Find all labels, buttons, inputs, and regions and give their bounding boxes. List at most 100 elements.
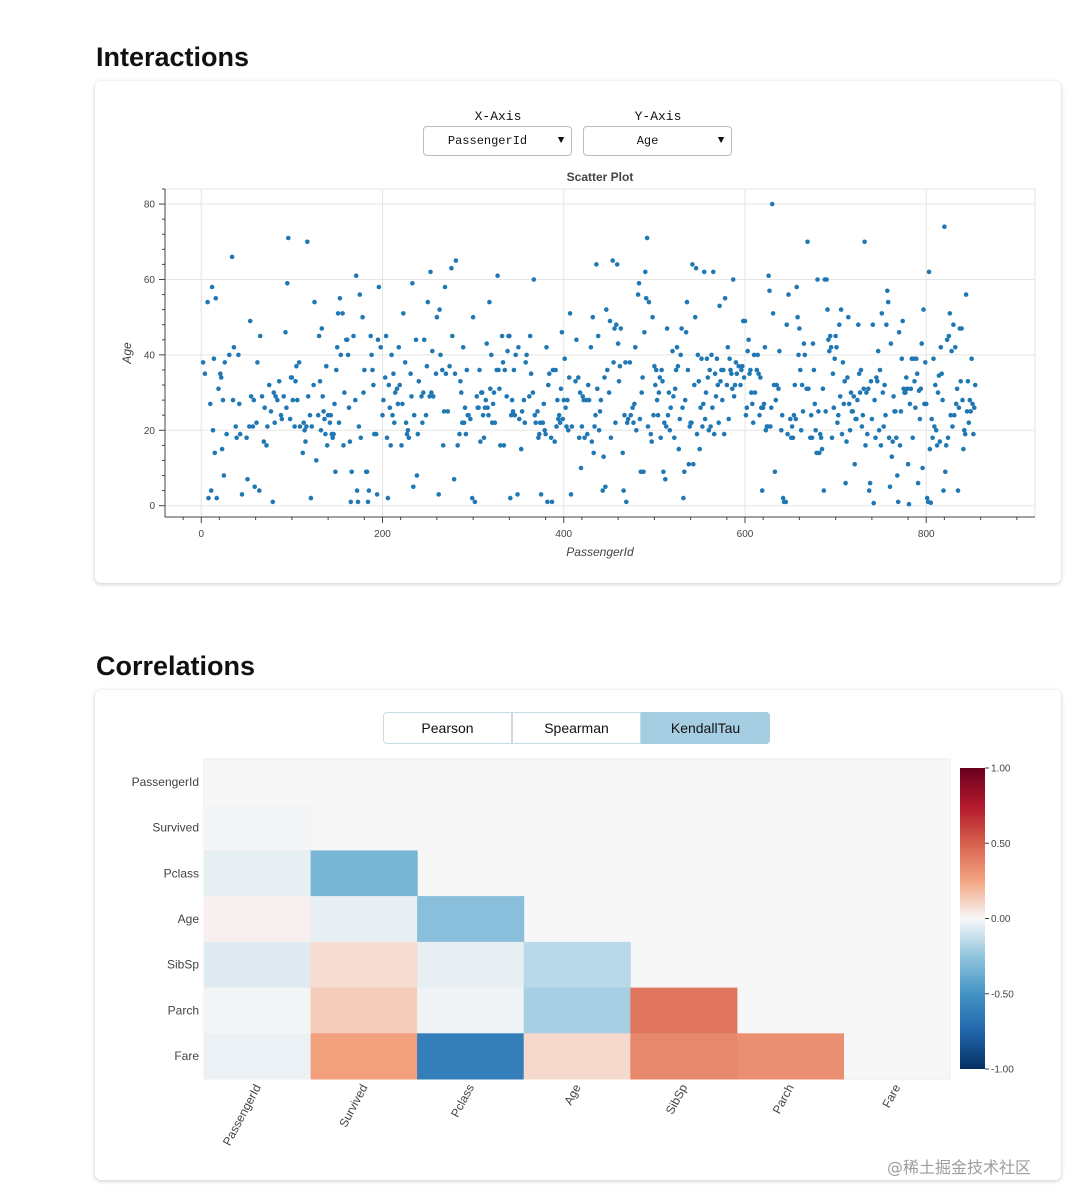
scatter-point <box>868 379 874 384</box>
scatter-point <box>837 394 843 399</box>
scatter-point <box>541 401 547 407</box>
scatter-point <box>289 375 295 380</box>
scatter-plot[interactable]: 0 200 400 600 800 0 20 40 60 80 Scatter Plot Pass… <box>95 81 1061 583</box>
scatter-point <box>960 397 965 403</box>
scatter-point <box>815 277 820 282</box>
scatter-point <box>773 397 779 403</box>
scatter-point <box>561 397 567 403</box>
scatter-point <box>527 394 532 399</box>
scatter-point <box>895 473 900 478</box>
scatter-point <box>732 382 738 388</box>
scatter-point <box>470 314 476 320</box>
scatter-point <box>740 363 745 369</box>
heatmap-cell <box>204 850 312 897</box>
scatter-point <box>501 443 507 448</box>
scatter-point <box>284 405 289 411</box>
scatter-point <box>819 446 825 452</box>
scatter-point <box>817 450 822 456</box>
scatter-point <box>702 416 708 422</box>
scatter-point <box>785 431 790 437</box>
scatter-point <box>722 296 728 301</box>
scatter-point <box>281 394 286 399</box>
scatter-point <box>927 446 933 452</box>
scatter-point <box>693 265 699 271</box>
scatter-point <box>400 401 405 407</box>
scatter-point <box>854 416 859 422</box>
colorbar-tick-label: -1.00 <box>991 1065 1014 1076</box>
heatmap-row-label: SibSp <box>167 958 199 972</box>
heatmap-column-label: Fare <box>879 1082 903 1111</box>
scatter-point <box>767 288 772 294</box>
scatter-point <box>885 299 891 305</box>
scatter-point <box>205 299 210 305</box>
tab-kendalltau[interactable]: KendallTau <box>641 712 770 744</box>
scatter-point <box>206 495 211 501</box>
tab-spearman[interactable]: Spearman <box>512 712 641 744</box>
scatter-point <box>595 386 600 392</box>
scatter-point <box>692 314 698 320</box>
scatter-point <box>382 375 388 380</box>
scatter-point <box>458 379 463 384</box>
scatter-point <box>924 495 930 501</box>
scatter-point <box>653 382 658 388</box>
scatter-point <box>540 420 546 426</box>
scatter-point <box>832 356 837 362</box>
x-axis-select[interactable]: PassengerId ▼ <box>423 126 572 156</box>
scatter-point <box>224 431 229 437</box>
scatter-point <box>835 420 840 426</box>
heatmap-column-label: PassengerId <box>220 1082 264 1148</box>
scatter-point <box>271 390 277 395</box>
scatter-point <box>930 435 935 441</box>
scatter-point <box>546 382 551 388</box>
scatter-point <box>347 439 353 444</box>
heatmap-cell <box>204 804 312 851</box>
scatter-point <box>711 269 716 275</box>
scatter-point <box>557 420 563 426</box>
scatter-point <box>749 390 754 395</box>
scatter-point <box>442 284 448 290</box>
scatter-grid <box>165 189 1035 517</box>
scatter-point <box>349 469 354 475</box>
scatter-point <box>469 495 475 501</box>
y-tick-label: 20 <box>144 426 156 437</box>
correlation-heatmap[interactable]: PassengerId Survived Pclass Age SibSp Parch Fa… <box>95 690 1061 1180</box>
scatter-point <box>894 435 899 441</box>
scatter-point <box>592 424 597 429</box>
scatter-point <box>682 397 688 403</box>
scatter-point <box>569 424 575 429</box>
scatter-point <box>622 412 627 418</box>
scatter-point <box>827 333 833 339</box>
scatter-point <box>681 495 686 501</box>
y-axis-select[interactable]: Age ▼ <box>583 126 732 156</box>
scatter-point <box>496 367 501 373</box>
scatter-point <box>487 299 492 305</box>
scatter-point <box>860 412 866 418</box>
scatter-point <box>331 431 336 437</box>
scatter-point <box>657 375 663 380</box>
scatter-point <box>641 469 646 475</box>
chevron-down-icon: ▼ <box>717 135 725 147</box>
scatter-point <box>903 390 908 395</box>
scatter-point <box>711 431 717 437</box>
scatter-point <box>431 394 436 399</box>
scatter-point <box>562 356 567 362</box>
scatter-point <box>750 420 756 426</box>
tab-pearson[interactable]: Pearson <box>383 712 512 744</box>
scatter-point <box>334 345 340 350</box>
scatter-point <box>385 495 391 501</box>
scatter-point <box>731 394 737 399</box>
scatter-point <box>295 397 300 403</box>
scatter-point <box>888 341 894 346</box>
scatter-point <box>208 488 214 493</box>
scatter-point <box>871 500 876 506</box>
colorbar-tick-label: -0.50 <box>991 989 1014 1000</box>
scatter-point <box>687 424 692 429</box>
scatter-point <box>863 443 868 448</box>
scatter-point <box>840 360 846 365</box>
scatter-point <box>468 416 473 422</box>
scatter-point <box>394 386 400 392</box>
heatmap-cell <box>204 941 312 989</box>
scatter-point <box>904 386 910 392</box>
scatter-point <box>736 363 741 369</box>
scatter-point <box>848 390 854 395</box>
